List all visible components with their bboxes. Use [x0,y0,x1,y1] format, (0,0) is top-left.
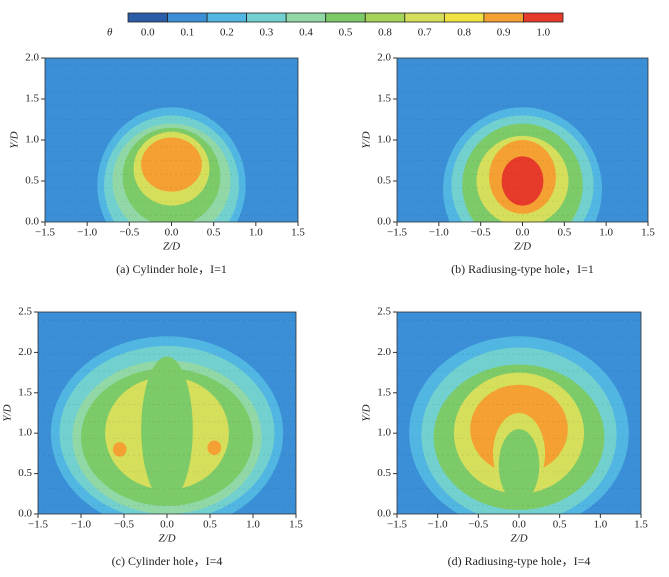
x-tick-label: −0.5 [114,519,134,531]
x-tick-label: 0.5 [553,519,567,531]
caption: (d) Radiusing-type hole，I=4 [448,554,591,568]
x-tick-label: 1.5 [641,227,655,239]
colorbar-cell [404,12,445,23]
x-tick-label: −1.5 [35,227,55,239]
colorbar-cell [443,12,485,23]
plot-area [45,58,298,222]
x-axis-label: Z/D [158,533,175,545]
y-tick-label: 1.0 [377,134,391,146]
plot-area [38,312,296,514]
y-tick-label: 2.0 [377,52,391,64]
y-tick-label: 2.0 [377,346,391,358]
colorbar-cell [285,12,327,23]
x-tick-label: 1.0 [249,227,263,239]
x-tick-label: 1.5 [291,227,305,239]
x-axis-label: Z/D [163,241,180,253]
contour-region [501,156,544,206]
colorbar-cell [167,12,208,23]
x-tick-label: 0.5 [203,519,217,531]
y-tick-label: 0.0 [377,216,391,228]
contour-region [207,440,222,456]
x-tick-label: −1.0 [428,519,448,531]
colorbar-cell [364,12,406,23]
colorbar-cell [127,12,168,23]
y-tick-label: 0.5 [18,467,32,479]
x-tick-label: −0.5 [119,227,139,239]
x-tick-label: −1.0 [77,227,97,239]
x-tick-label: 0.5 [207,227,221,239]
y-tick-label: 2.5 [18,306,32,318]
colorbar-tick-label: 0.7 [418,27,432,39]
colorbar-cell [206,12,248,23]
colorbar-tick-label: 0.3 [260,27,274,39]
y-tick-label: 0.5 [25,175,39,187]
colorbar-tick-label: 0.0 [141,27,155,39]
plot-area [397,58,648,222]
colorbar-tick-label: 0.8 [457,27,471,39]
colorbar-tick-label: 0.5 [339,27,353,39]
x-tick-label: 1.0 [599,227,613,239]
caption: (b) Radiusing-type hole，I=1 [451,262,594,276]
colorbar-cell [246,12,287,23]
x-tick-label: 0.0 [512,519,526,531]
y-tick-label: 1.5 [377,386,391,398]
colorbar-tick-label: 0.4 [299,27,313,39]
y-axis-label: Y/D [361,131,373,148]
y-tick-label: 0.0 [18,508,32,520]
colorbar-tick-label: 1.0 [536,27,550,39]
y-tick-label: 1.5 [18,386,32,398]
x-tick-label: −1.5 [28,519,48,531]
colorbar-tick-label: 0.9 [497,27,511,39]
x-tick-label: 0.5 [557,227,571,239]
y-tick-label: 2.0 [18,346,32,358]
x-tick-label: −0.5 [471,227,491,239]
y-tick-label: 1.0 [18,427,32,439]
y-tick-label: 0.5 [377,175,391,187]
y-tick-label: 2.5 [377,306,391,318]
y-tick-label: 1.0 [377,427,391,439]
x-tick-label: 1.0 [593,519,607,531]
y-tick-label: 1.5 [377,93,391,105]
contour-region [112,442,127,457]
x-tick-label: 1.5 [634,519,648,531]
caption: (a) Cylinder hole，I=1 [116,262,227,276]
y-axis-label: Y/D [9,131,21,148]
y-tick-label: 0.0 [377,508,391,520]
y-tick-label: 1.5 [25,93,39,105]
y-axis-label: Y/D [2,404,14,421]
x-tick-label: 0.0 [160,519,174,531]
colorbar-cell [483,12,524,23]
x-tick-label: −1.0 [71,519,91,531]
y-tick-label: 2.0 [25,52,39,64]
colorbar-cell [523,12,564,23]
colorbar-cell [325,12,366,23]
x-axis-label: Z/D [514,241,531,253]
x-tick-label: −1.0 [429,227,449,239]
y-tick-label: 0.5 [377,467,391,479]
plot-area [397,312,641,514]
x-tick-label: −1.5 [387,519,407,531]
contour-region [498,429,540,502]
y-tick-label: 1.0 [25,134,39,146]
colorbar-tick-label: 0.8 [378,27,392,39]
colorbar-tick-label: 0.2 [220,27,234,39]
x-tick-label: −0.5 [468,519,488,531]
colorbar-label: θ [107,27,113,39]
contour-region [141,356,193,502]
caption: (c) Cylinder hole，I=4 [112,554,223,568]
y-tick-label: 0.0 [25,216,39,228]
x-axis-label: Z/D [510,533,527,545]
x-tick-label: 1.5 [289,519,303,531]
colorbar-tick-label: 0.1 [180,27,194,39]
contour-region [141,137,202,192]
x-tick-label: 1.0 [246,519,260,531]
x-tick-label: 0.0 [165,227,179,239]
x-tick-label: 0.0 [516,227,530,239]
y-axis-label: Y/D [361,404,373,421]
x-tick-label: −1.5 [387,227,407,239]
